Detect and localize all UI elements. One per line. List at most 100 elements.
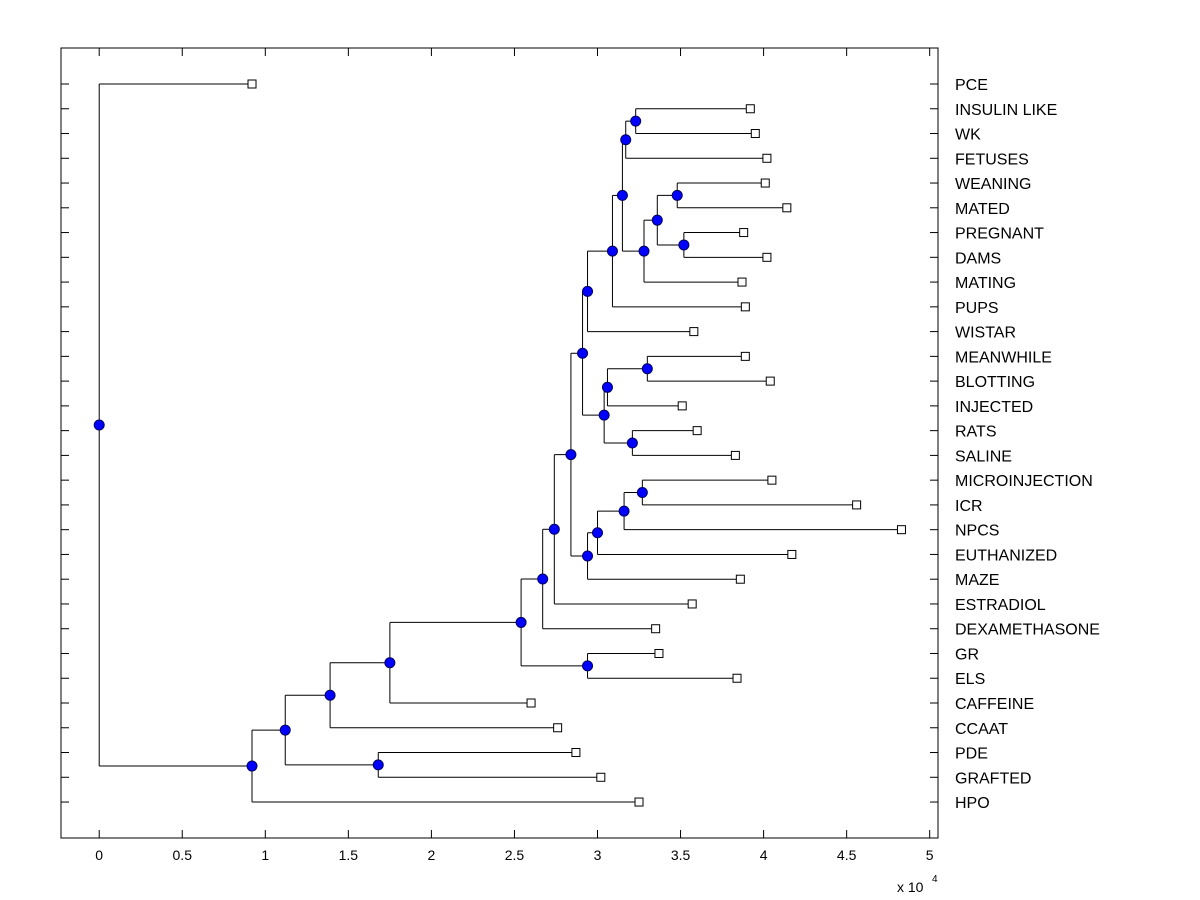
node-marker	[591, 527, 603, 539]
leaf-marker	[571, 748, 581, 758]
node-marker	[515, 616, 527, 628]
leaf-label: MICROINJECTION	[955, 473, 1093, 490]
leaf-marker	[634, 797, 644, 807]
leaf-marker	[740, 302, 750, 312]
leaf-marker	[750, 129, 760, 139]
node-marker	[548, 523, 560, 535]
leaf-label: MATING	[955, 275, 1016, 292]
leaf-label: GRAFTED	[955, 770, 1031, 787]
leaf-label: EUTHANIZED	[955, 547, 1057, 564]
leaf-label: CAFFEINE	[955, 696, 1034, 713]
leaf-label: INSULIN LIKE	[955, 102, 1057, 119]
leaf-marker	[762, 153, 772, 163]
node-marker	[606, 245, 618, 257]
y-axis-ticks	[61, 83, 938, 803]
leaf-label: BLOTTING	[955, 374, 1035, 391]
leaf-label: WEANING	[955, 176, 1031, 193]
leaf-marker	[692, 426, 702, 436]
x-tick-label: 5	[926, 847, 934, 863]
leaf-labels: PCE INSULIN LIKE WK FETUSES WEANING MATED PREG…	[955, 77, 1100, 812]
node-marker	[651, 214, 663, 226]
leaf-marker	[740, 351, 750, 361]
x-tick-label: 4	[760, 847, 768, 863]
x-tick-label: 0.5	[173, 847, 193, 863]
leaf-label: CCAAT	[955, 721, 1008, 738]
node-marker	[636, 487, 648, 499]
leaf-label: PREGNANT	[955, 226, 1044, 243]
node-marker	[618, 505, 630, 517]
leaf-marker	[745, 104, 755, 114]
node-marker	[601, 381, 613, 393]
leaf-marker	[654, 648, 664, 658]
leaf-marker	[677, 401, 687, 411]
leaf-label: SALINE	[955, 448, 1012, 465]
leaf-marker	[762, 252, 772, 262]
leaf-label: PUPS	[955, 300, 999, 317]
node-marker	[598, 409, 610, 421]
x-tick-label: 1	[261, 847, 269, 863]
x-axis: 0 0.5 1 1.5 2 2.5 3 3.5 4 4.5 5	[95, 48, 934, 863]
leaf-marker	[787, 549, 797, 559]
leaf-label: DAMS	[955, 250, 1001, 267]
leaf-label: ESTRADIOL	[955, 597, 1046, 614]
leaf-label: DEXAMETHASONE	[955, 622, 1100, 639]
node-marker	[641, 363, 653, 375]
leaf-marker	[760, 178, 770, 188]
leaf-marker	[687, 599, 697, 609]
leaf-marker	[782, 203, 792, 213]
node-marker	[630, 115, 642, 127]
x-tick-label: 1.5	[339, 847, 359, 863]
x-multiplier-label: x 10	[897, 879, 924, 895]
node-marker	[384, 657, 396, 669]
plot-area-frame	[60, 47, 939, 839]
leaf-label: PDE	[955, 746, 988, 763]
leaf-marker	[732, 673, 742, 683]
leaf-label: FETUSES	[955, 151, 1029, 168]
x-tick-label: 4.5	[837, 847, 857, 863]
leaf-marker	[852, 500, 862, 510]
leaf-marker	[737, 277, 747, 287]
leaf-label: ELS	[955, 671, 985, 688]
node-marker	[565, 449, 577, 461]
leaf-markers	[247, 79, 906, 807]
leaf-marker	[896, 525, 906, 535]
node-marker	[638, 245, 650, 257]
x-multiplier-exponent: 4	[932, 874, 938, 885]
node-marker	[678, 239, 690, 251]
x-tick-label: 3.5	[671, 847, 691, 863]
leaf-label: PCE	[955, 77, 988, 94]
node-marker	[537, 573, 549, 585]
node-marker	[246, 760, 258, 772]
node-marker	[324, 689, 336, 701]
leaf-label: MATED	[955, 201, 1010, 218]
leaf-marker	[765, 376, 775, 386]
x-tick-label: 3	[594, 847, 602, 863]
leaf-marker	[730, 450, 740, 460]
node-markers	[93, 115, 690, 772]
leaf-marker	[735, 574, 745, 584]
node-marker	[582, 550, 594, 562]
node-marker	[93, 419, 105, 431]
leaf-label: INJECTED	[955, 399, 1033, 416]
leaf-marker	[247, 79, 257, 89]
leaf-label: RATS	[955, 424, 996, 441]
node-marker	[582, 285, 594, 297]
leaf-label: ICR	[955, 498, 983, 515]
leaf-marker	[651, 624, 661, 634]
leaf-label: GR	[955, 646, 979, 663]
leaf-label: MEANWHILE	[955, 349, 1052, 366]
leaf-label: WISTAR	[955, 325, 1016, 342]
x-tick-label: 0	[95, 847, 103, 863]
leaf-marker	[767, 475, 777, 485]
node-marker	[279, 724, 291, 736]
leaf-marker	[739, 228, 749, 238]
x-tick-label: 2.5	[505, 847, 525, 863]
leaf-label: MAZE	[955, 572, 999, 589]
node-marker	[620, 134, 632, 146]
leaf-label: WK	[955, 127, 981, 144]
node-marker	[626, 437, 638, 449]
leaf-marker	[689, 327, 699, 337]
leaf-marker	[526, 698, 536, 708]
node-marker	[372, 759, 384, 771]
